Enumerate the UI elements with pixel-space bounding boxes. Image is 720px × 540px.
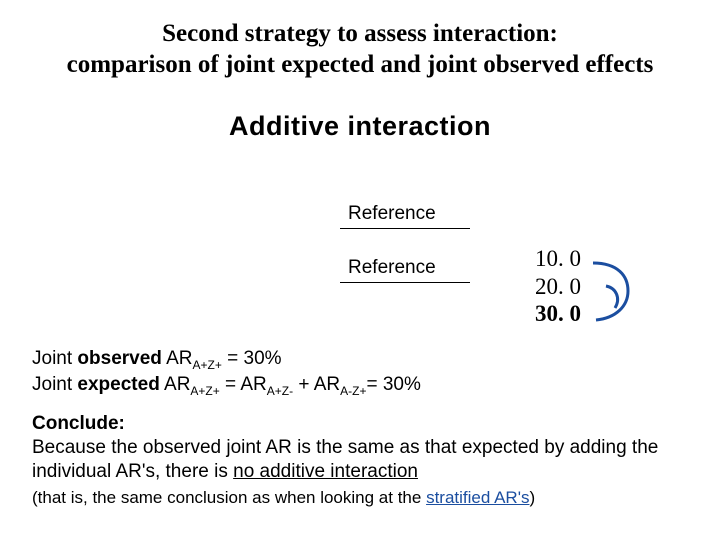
slide-title: Second strategy to assess interaction: c… xyxy=(0,0,720,81)
conclusion-small: (that is, the same conclusion as when lo… xyxy=(32,487,692,508)
numbers-block: 10. 0 20. 0 30. 0 xyxy=(535,245,581,328)
reference-label-1: Reference xyxy=(340,203,470,229)
conclusion-block: Conclude: Because the observed joint AR … xyxy=(32,412,692,509)
formula-expected-mid: = AR xyxy=(220,374,267,395)
annotation-arc xyxy=(593,263,628,320)
number-10: 10. 0 xyxy=(535,245,581,273)
reference-block: Reference Reference xyxy=(340,203,470,283)
number-30: 30. 0 xyxy=(535,300,581,328)
conclusion-link: stratified AR's xyxy=(426,488,529,507)
formula-expected-sub3: A-Z+ xyxy=(340,384,366,398)
title-line-1: Second strategy to assess interaction: xyxy=(0,18,720,49)
formula-expected: Joint expected ARA+Z+ = ARA+Z- + ARA-Z+=… xyxy=(32,373,421,399)
formula-observed-ar: AR xyxy=(162,348,193,369)
formulas-block: Joint observed ARA+Z+ = 30% Joint expect… xyxy=(32,347,421,400)
title-line-2: comparison of joint expected and joint o… xyxy=(0,49,720,80)
formula-expected-eq: = 30% xyxy=(366,374,420,395)
formula-expected-sub1: A+Z+ xyxy=(190,384,219,398)
conclusion-body: Because the observed joint AR is the sam… xyxy=(32,436,692,484)
conclusion-underline: no additive interaction xyxy=(233,461,418,482)
conclusion-heading: Conclude: xyxy=(32,412,692,436)
conclusion-small-a: (that is, the same conclusion as when lo… xyxy=(32,488,426,507)
annotation-bracket-icon xyxy=(588,258,658,333)
slide-subtitle: Additive interaction xyxy=(0,111,720,142)
formula-observed-bold: observed xyxy=(77,348,161,369)
reference-label-2: Reference xyxy=(340,257,470,283)
formula-expected-bold: expected xyxy=(77,374,159,395)
formula-expected-ar1: AR xyxy=(160,374,191,395)
formula-observed-sub: A+Z+ xyxy=(193,358,222,372)
annotation-inner-curve xyxy=(606,286,618,308)
formula-expected-prefix: Joint xyxy=(32,374,77,395)
formula-expected-sub2: A+Z- xyxy=(267,384,293,398)
formula-expected-plus: + AR xyxy=(293,374,340,395)
formula-observed-prefix: Joint xyxy=(32,348,77,369)
number-20: 20. 0 xyxy=(535,273,581,301)
formula-observed: Joint observed ARA+Z+ = 30% xyxy=(32,347,421,373)
conclusion-small-b: ) xyxy=(529,488,535,507)
formula-observed-eq: = 30% xyxy=(222,348,282,369)
